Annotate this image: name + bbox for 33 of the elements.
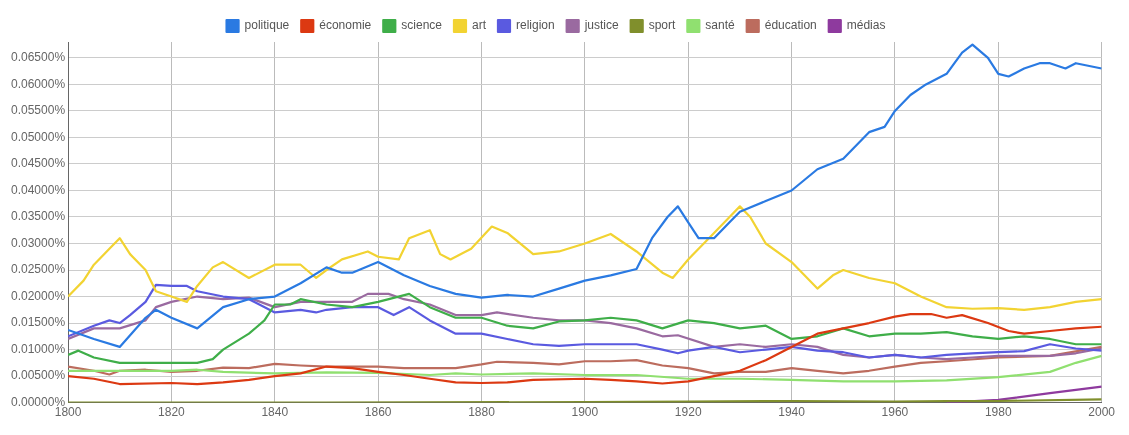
y-tick-label: 0.02500% <box>11 262 66 277</box>
x-tick-label: 2000 <box>1088 405 1116 420</box>
y-tick-label: 0.05000% <box>11 129 66 144</box>
legend-label: économie <box>319 18 372 33</box>
y-tick-label: 0.06500% <box>11 50 66 65</box>
y-tick-label: 0.02000% <box>11 288 66 303</box>
legend-label: justice <box>583 18 620 33</box>
legend-label: éducation <box>764 18 817 33</box>
x-tick-label: 1980 <box>984 405 1012 420</box>
legend-label: médias <box>846 18 886 33</box>
y-tick-label: 0.03500% <box>11 209 66 224</box>
x-tick-label: 1960 <box>881 405 909 420</box>
x-tick-label: 1900 <box>571 405 599 420</box>
x-tick-label: 1880 <box>468 405 496 420</box>
x-tick-label: 1820 <box>158 405 186 420</box>
legend-label: politique <box>244 18 290 33</box>
y-tick-label: 0.01500% <box>11 315 66 330</box>
legend-label: santé <box>705 18 736 33</box>
y-tick-label: 0.01000% <box>11 341 66 356</box>
legend-label: art <box>471 18 487 33</box>
x-tick-label: 1920 <box>674 405 702 420</box>
y-tick-label: 0.00500% <box>11 368 66 383</box>
y-tick-label: 0.05500% <box>11 103 66 118</box>
y-tick-label: 0.03000% <box>11 235 66 250</box>
legend-label: religion <box>515 18 555 33</box>
legend-label: science <box>401 18 443 33</box>
legend-label: sport <box>648 18 677 33</box>
x-tick-label: 1940 <box>778 405 806 420</box>
x-tick-label: 1840 <box>261 405 289 420</box>
y-tick-label: 0.06000% <box>11 76 66 91</box>
y-tick-label: 0.04000% <box>11 182 66 197</box>
y-tick-label: 0.04500% <box>11 156 66 171</box>
x-tick-label: 1860 <box>364 405 392 420</box>
